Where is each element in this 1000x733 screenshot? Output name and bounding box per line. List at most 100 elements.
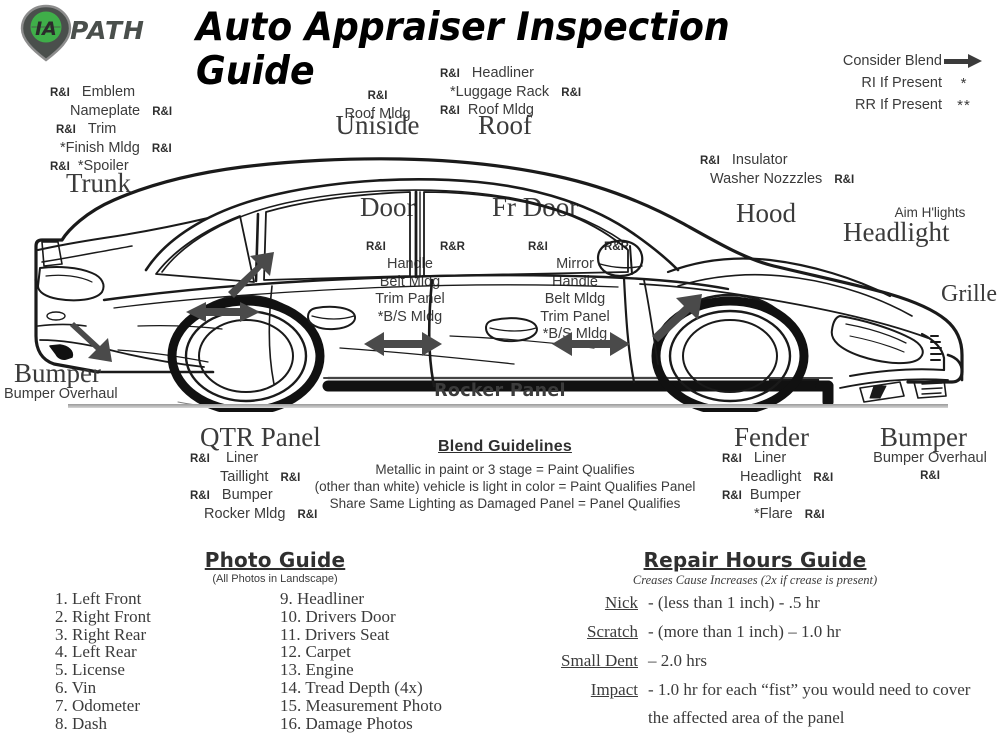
list-item: 8. Dash xyxy=(55,713,107,733)
callout-heading-fender: Fender xyxy=(734,422,809,452)
callout-roof: R&I Headliner *Luggage Rack R&I R&I Roof… xyxy=(430,65,610,121)
roof-line-3: R&I Roof Mldg xyxy=(430,102,610,121)
callout-fr-door-lines: Mirror Handle Belt Mldg Trim Panel *B/S … xyxy=(520,256,630,344)
repair-continuation: the affected area of the panel xyxy=(648,708,845,727)
callout-heading-front-bumper: Bumper xyxy=(880,422,967,452)
blend-line: Metallic in paint or 3 stage = Paint Qua… xyxy=(375,462,635,477)
callout-heading-trunk: Trunk xyxy=(66,168,132,198)
callout-heading-hood: Hood xyxy=(736,198,796,228)
front-bumper-sub: Bumper Overhaul xyxy=(873,450,987,466)
rr-tag: R&R xyxy=(440,241,465,253)
trunk-line-1: R&I Emblem xyxy=(42,84,242,103)
part-label: Rocker Mldg xyxy=(204,505,286,522)
part-label: Bumper xyxy=(221,487,273,503)
photo-guide-left-column: 1. Left Front 2. Right Front 3. Right Re… xyxy=(55,590,270,732)
repair-desc: - (more than 1 inch) – 1.0 hr xyxy=(648,622,841,641)
part-label: Roof Mldg xyxy=(344,105,411,122)
ri-tag: R&I xyxy=(50,161,70,173)
legend-item-ri-if-present: RI If Present * xyxy=(786,72,986,94)
fr-door-tag-ri: R&I xyxy=(528,238,584,257)
callout-hood: R&I Insulator Washer Nozzzles R&I xyxy=(700,152,900,189)
ri-tag: R&I xyxy=(804,508,825,521)
callout-qtr-panel: R&I Liner Taillight R&I R&I Bumper Rocke… xyxy=(190,450,370,524)
repair-hours-guide: Repair Hours Guide Creases Cause Increas… xyxy=(520,548,990,728)
ri-tag: R&I xyxy=(440,68,460,80)
callout-heading-rocker-panel: Rocker Panel xyxy=(434,381,566,401)
part-label: Bumper xyxy=(749,487,801,503)
qtr-line-2: Taillight R&I xyxy=(190,469,370,488)
list-item: 7. Odometer xyxy=(55,695,140,715)
part-label: Headlight xyxy=(740,468,802,485)
list-item: 1. Left Front xyxy=(55,589,142,608)
legend-mark: * xyxy=(960,74,968,92)
part-label: *B/S Mldg xyxy=(377,308,443,325)
part-label: Trim xyxy=(87,121,117,137)
trunk-line-4: *Finish Mldg R&I xyxy=(42,140,242,159)
callout-uniside: R&I Roof Mldg xyxy=(310,88,445,123)
photo-guide-subtitle: (All Photos in Landscape) xyxy=(212,573,338,585)
fender-line-1: R&I Liner xyxy=(722,450,902,469)
ri-tag: R&I xyxy=(561,86,582,99)
callout-rear-bumper-sub: Bumper Overhaul xyxy=(4,386,118,402)
ri-tag: R&I xyxy=(56,124,76,136)
ri-tag: R&I xyxy=(367,90,388,102)
repair-guide-heading: Repair Hours Guide xyxy=(643,548,867,572)
rr-tag: R&R xyxy=(604,241,629,253)
repair-term: Impact xyxy=(520,679,648,700)
repair-term: Nick xyxy=(520,592,648,613)
fender-line-2: Headlight R&I xyxy=(722,469,902,488)
qtr-line-1: R&I Liner xyxy=(190,450,370,469)
repair-desc: - (less than 1 inch) - .5 hr xyxy=(648,593,820,612)
map-pin-icon: IA xyxy=(18,4,74,62)
list-item: 5. License xyxy=(55,660,125,680)
ri-tag: R&I xyxy=(190,490,210,502)
ri-tag: R&I xyxy=(152,105,173,118)
ri-tag: R&I xyxy=(700,155,720,167)
svg-text:IA: IA xyxy=(35,18,57,40)
list-item: 4. Left Rear xyxy=(55,642,137,662)
ri-tag: R&I xyxy=(440,105,460,117)
part-label: Roof Mldg xyxy=(467,102,534,118)
list-item: 12. Carpet xyxy=(280,642,351,662)
blend-line: (other than white) vehicle is light in c… xyxy=(314,479,696,494)
ri-tag: R&I xyxy=(151,142,172,155)
fr-door-tag-rr: R&R xyxy=(604,238,660,257)
ground-line xyxy=(68,404,948,408)
list-item: 15. Measurement Photo xyxy=(280,695,442,715)
vehicle-side-view-diagram xyxy=(28,150,972,416)
part-label: Taillight xyxy=(220,468,269,485)
part-label: Insulator xyxy=(731,152,788,168)
callout-front-bumper: Bumper Overhaul R&I xyxy=(860,450,1000,485)
legend-mark: ** xyxy=(957,96,971,114)
ri-tag: R&I xyxy=(366,241,386,253)
callout-heading-uniside: Uniside xyxy=(335,110,420,140)
repair-row: Scratch - (more than 1 inch) – 1.0 hr xyxy=(520,621,990,642)
photo-guide-right-column: 9. Headliner 10. Drivers Door 11. Driver… xyxy=(270,590,495,732)
ri-tag: R&I xyxy=(297,508,318,521)
callout-heading-headlight: Headlight xyxy=(843,217,950,247)
callout-heading-grille: Grille xyxy=(941,281,997,307)
arrow-icon xyxy=(942,53,986,70)
qtr-line-3: R&I Bumper xyxy=(190,487,370,506)
list-item: 6. Vin xyxy=(55,677,97,697)
page-title: Auto Appraiser Inspection Guide xyxy=(196,5,730,94)
part-label: *Finish Mldg xyxy=(60,139,140,156)
door-tag-rr: R&R xyxy=(440,238,496,257)
qtr-line-4: Rocker Mldg R&I xyxy=(190,506,370,525)
repair-term-text: Impact xyxy=(590,680,638,699)
callout-fender: R&I Liner Headlight R&I R&I Bumper *Flar… xyxy=(722,450,902,524)
fender-line-4: *Flare R&I xyxy=(722,506,902,525)
part-label: Liner xyxy=(225,450,259,466)
part-label: *B/S Mldg xyxy=(542,326,608,342)
list-item: 2. Right Front xyxy=(55,606,151,626)
ri-tag: R&I xyxy=(920,469,940,482)
callout-heading-qtr-panel: QTR Panel xyxy=(200,422,321,452)
part-label: Mirror xyxy=(556,256,594,272)
part-label: Trim Panel xyxy=(540,308,610,325)
repair-guide-subtitle: Creases Cause Increases (2x if crease is… xyxy=(632,573,878,587)
trunk-line-3: R&I Trim xyxy=(42,121,242,140)
callout-heading-door: Door xyxy=(360,192,416,222)
repair-row: Small Dent – 2.0 hrs xyxy=(520,650,990,671)
hood-line-1: R&I Insulator xyxy=(700,152,900,171)
part-label: *Spoiler xyxy=(77,158,129,174)
